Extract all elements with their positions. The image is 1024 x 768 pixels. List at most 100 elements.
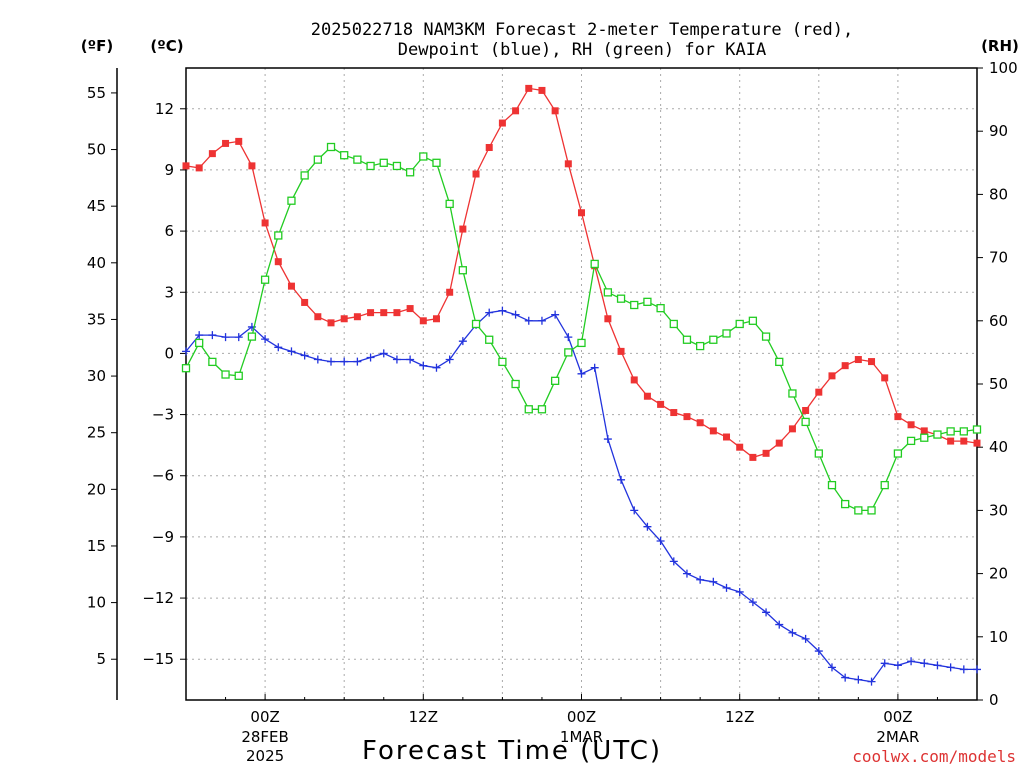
celsius-tick-label: 9 (164, 161, 174, 179)
dewpoint-point (827, 663, 836, 672)
temperature-point (551, 107, 559, 115)
temperature-point (340, 315, 348, 323)
rh-point (274, 231, 283, 240)
rh-point (748, 316, 758, 325)
celsius-unit-label: (ºC) (150, 37, 183, 55)
dewpoint-point (485, 308, 494, 317)
x-tick-label-date: 2MAR (876, 728, 919, 746)
fahrenheit-tick-label: 55 (87, 84, 106, 102)
x-axis-title: Forecast Time (UTC) (362, 736, 662, 766)
dewpoint-point (643, 522, 652, 531)
rh-point (181, 364, 191, 373)
temperature-point (287, 282, 295, 290)
rh-point (841, 499, 850, 509)
rh-point (867, 506, 876, 515)
celsius-tick-label: −3 (152, 406, 174, 424)
temperature-point (802, 407, 810, 415)
rh-point (722, 329, 731, 338)
rh-tick-label: 60 (989, 312, 1008, 330)
temperature-point (353, 313, 361, 321)
chart-title-line1: 2025022718 NAM3KM Forecast 2-meter Tempe… (311, 20, 853, 40)
fahrenheit-tick-label: 25 (87, 424, 106, 442)
temperature-point (222, 139, 230, 147)
rh-tick-label: 50 (989, 375, 1008, 393)
dewpoint-point (775, 620, 784, 629)
rh-point (313, 155, 322, 164)
dewpoint-point (300, 351, 309, 360)
dewpoint-point (933, 661, 942, 670)
temperature-point (538, 86, 546, 94)
rh-tick-label: 10 (989, 628, 1008, 646)
temperature-point (696, 419, 704, 427)
rh-point (405, 168, 415, 177)
dewpoint-point (537, 316, 546, 325)
celsius-tick-label: −12 (142, 589, 174, 607)
dewpoint-point (814, 647, 823, 656)
dewpoint-point (709, 577, 718, 586)
rh-point (616, 294, 626, 303)
rh-point (195, 338, 204, 348)
temperature-point (195, 164, 203, 172)
rh-point (366, 161, 375, 171)
rh-point (471, 319, 481, 329)
rh-point (340, 151, 349, 160)
rh-point (920, 433, 929, 442)
dewpoint-point (406, 355, 415, 364)
rh-point (814, 449, 823, 458)
celsius-tick-label: 0 (164, 344, 174, 362)
rh-tick-label: 20 (989, 565, 1008, 583)
fahrenheit-tick-label: 50 (87, 141, 106, 159)
temperature-point (841, 362, 849, 370)
rh-point (485, 335, 494, 344)
x-tick-label-time: 12Z (725, 708, 754, 726)
rh-point (392, 161, 402, 171)
rh-point (419, 152, 428, 161)
rh-point (300, 171, 309, 180)
temperature-point (406, 305, 414, 313)
rh-point (893, 449, 903, 458)
dewpoint-point (920, 659, 929, 668)
rh-point (524, 405, 533, 414)
rh-point (972, 425, 982, 434)
dewpoint-point (973, 665, 981, 674)
fahrenheit-tick-label: 15 (87, 537, 106, 555)
dewpoint-point (959, 665, 968, 674)
temperature-point (393, 309, 401, 317)
temperature-point (973, 439, 981, 447)
fahrenheit-tick-label: 10 (87, 594, 106, 612)
dewpoint-point (274, 343, 283, 352)
dewpoint-point (577, 369, 586, 378)
dewpoint-point (893, 661, 902, 670)
chart-title-line2: Dewpoint (blue), RH (green) for KAIA (398, 40, 766, 60)
rh-tick-label: 90 (989, 122, 1008, 140)
rh-tick-label: 100 (989, 59, 1018, 77)
tick-labels: 129630−3−6−9−12−155550454035302520151051… (87, 59, 1018, 765)
temperature-point (432, 315, 440, 323)
temperature-point (907, 421, 915, 429)
temperature-point (367, 309, 375, 317)
rh-point (590, 259, 599, 269)
temperature-point (894, 413, 902, 421)
temperature-point (604, 315, 612, 323)
dewpoint-point (287, 347, 296, 356)
dewpoint-point (261, 335, 270, 344)
temperature-point (815, 388, 823, 396)
dewpoint-point (551, 310, 560, 319)
celsius-tick-label: 3 (164, 283, 174, 301)
temperature-point (525, 84, 533, 92)
dewpoint-point (669, 557, 678, 566)
rh-point (260, 275, 270, 284)
celsius-tick-label: −9 (152, 528, 174, 546)
rh-point (458, 266, 468, 275)
rh-point (801, 417, 810, 427)
dewpoint-point (762, 608, 771, 617)
rh-tick-label: 0 (989, 691, 999, 709)
celsius-tick-label: −6 (152, 467, 174, 485)
dewpoint-point (907, 657, 916, 666)
dewpoint-point (656, 536, 665, 545)
dewpoint-point (801, 634, 810, 643)
rh-point (564, 348, 573, 357)
dewpoint-point (327, 357, 336, 366)
rh-point (643, 297, 652, 306)
